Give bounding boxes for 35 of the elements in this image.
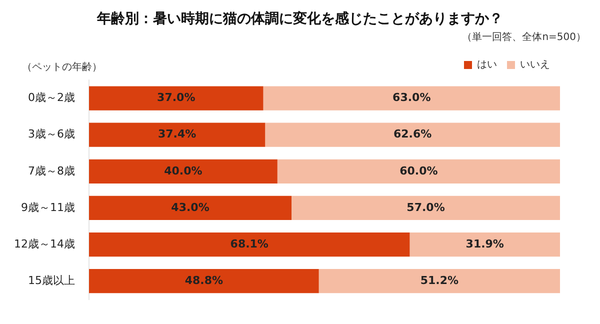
y-tick-label: 9歳～11歳: [20, 200, 75, 214]
data-label: 43.0%: [171, 200, 210, 214]
data-label: 40.0%: [164, 164, 202, 178]
data-label: 37.0%: [157, 91, 196, 104]
bar: [292, 196, 560, 220]
bar: [410, 232, 560, 257]
bar: [277, 159, 560, 184]
data-label: 68.1%: [230, 237, 268, 250]
y-tick-label: 12歳～14歳: [14, 237, 75, 250]
bar: [263, 86, 560, 110]
data-label: 31.9%: [466, 237, 504, 250]
data-label: 62.6%: [393, 128, 432, 141]
data-label: 37.4%: [158, 128, 196, 141]
y-tick-label: 15歳以上: [28, 274, 75, 287]
chart-title: 年齢別：暑い時期に猫の体調に変化を感じたことがありますか？: [96, 10, 504, 28]
data-label: 51.2%: [420, 274, 459, 287]
legend-label: はい: [477, 60, 497, 71]
data-label: 60.0%: [400, 164, 438, 178]
chart-subtitle: （単一回答、全体n=500）: [461, 31, 587, 44]
bar: [88, 232, 410, 257]
bar: [88, 159, 278, 184]
y-tick-label: 0歳～2歳: [28, 91, 75, 104]
y-tick-label: 7歳～8歳: [28, 164, 75, 178]
data-label: 48.8%: [184, 274, 224, 287]
data-label: 63.0%: [392, 91, 431, 104]
data-label: 57.0%: [406, 200, 445, 214]
bar: [88, 196, 292, 220]
bar: [88, 122, 266, 147]
bar: [88, 86, 264, 110]
bar: [88, 269, 319, 294]
bar: [318, 269, 560, 294]
y-tick-label: 3歳～6歳: [28, 128, 75, 141]
bar: [265, 122, 560, 147]
legend-label: いいえ: [520, 60, 550, 71]
y-axis-title: （ペットの年齢）: [22, 60, 102, 74]
